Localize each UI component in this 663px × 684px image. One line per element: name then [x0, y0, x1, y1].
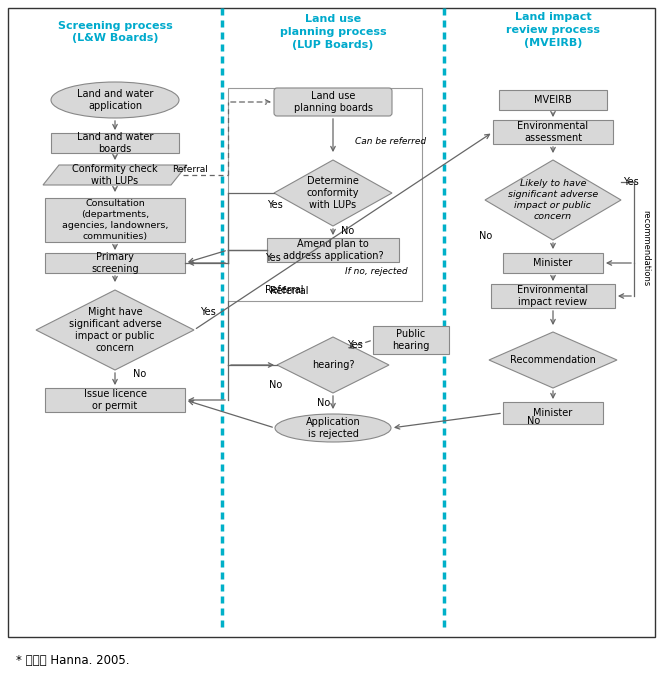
Text: Land and water
application: Land and water application: [77, 89, 153, 111]
Text: Might have
significant adverse
impact or public
concern: Might have significant adverse impact or…: [69, 307, 161, 353]
Text: No: No: [341, 226, 354, 236]
Text: Land impact
review process
(MVEⅠRB): Land impact review process (MVEⅠRB): [506, 12, 600, 48]
Text: * 자료： Hanna. 2005.: * 자료： Hanna. 2005.: [16, 653, 129, 666]
Text: Land and water
boards: Land and water boards: [77, 132, 153, 154]
Polygon shape: [277, 337, 389, 393]
Text: Amend plan to
address application?: Amend plan to address application?: [282, 239, 383, 261]
Text: Environmental
impact review: Environmental impact review: [517, 285, 589, 307]
Text: Land use
planning boards: Land use planning boards: [294, 91, 373, 113]
Text: Land use
planning process
(LUP Boards): Land use planning process (LUP Boards): [280, 14, 387, 50]
Bar: [45, 253, 185, 273]
Text: Referral: Referral: [270, 286, 308, 296]
Bar: [493, 120, 613, 144]
Bar: [503, 253, 603, 273]
Polygon shape: [43, 165, 187, 185]
Polygon shape: [489, 332, 617, 388]
Polygon shape: [485, 160, 621, 240]
Text: Yes: Yes: [200, 307, 215, 317]
Text: Environmental
assessment: Environmental assessment: [517, 121, 589, 143]
Text: No: No: [317, 398, 330, 408]
Ellipse shape: [275, 414, 391, 442]
Text: Can be referred: Can be referred: [355, 137, 426, 146]
Text: MVEIRB: MVEIRB: [534, 95, 572, 105]
Text: Minister: Minister: [533, 408, 573, 418]
Polygon shape: [36, 290, 194, 370]
Bar: [51, 133, 179, 153]
Text: Application
is rejected: Application is rejected: [306, 417, 361, 439]
Bar: [45, 388, 185, 412]
Text: Screening process
(L&W Boards): Screening process (L&W Boards): [58, 21, 172, 43]
Text: Likely to have
significant adverse
impact or public
concern: Likely to have significant adverse impac…: [508, 179, 598, 221]
Text: No: No: [479, 231, 492, 241]
Text: Minister: Minister: [533, 258, 573, 268]
Bar: [228, 88, 422, 301]
Bar: [267, 238, 399, 262]
Text: No: No: [527, 416, 540, 426]
Text: No: No: [269, 380, 282, 390]
Bar: [45, 198, 185, 242]
Ellipse shape: [51, 82, 179, 118]
Text: Issue licence
or permit: Issue licence or permit: [84, 389, 147, 411]
Text: hearing?: hearing?: [312, 360, 354, 370]
Bar: [373, 326, 449, 354]
FancyBboxPatch shape: [274, 88, 392, 116]
Text: recommendations: recommendations: [642, 210, 650, 286]
Text: Yes: Yes: [267, 200, 282, 210]
Text: Recommendation: Recommendation: [510, 355, 596, 365]
Text: Yes: Yes: [623, 177, 638, 187]
Text: Public
hearing: Public hearing: [392, 329, 430, 351]
Text: Referral: Referral: [172, 164, 208, 174]
Text: Yes: Yes: [347, 340, 363, 350]
Bar: [503, 402, 603, 424]
Text: Consultation
(departments,
agencies, landowners,
communities): Consultation (departments, agencies, lan…: [62, 199, 168, 241]
Bar: [491, 284, 615, 308]
Polygon shape: [274, 160, 392, 226]
Text: No: No: [133, 369, 147, 379]
Text: Yes: Yes: [265, 253, 280, 263]
Text: Conformity check
with LUPs: Conformity check with LUPs: [72, 164, 158, 186]
Text: If no, rejected: If no, rejected: [345, 267, 408, 276]
Text: Determine
conformity
with LUPs: Determine conformity with LUPs: [307, 176, 359, 210]
Text: Primary
screening: Primary screening: [91, 252, 139, 274]
Text: Referral: Referral: [265, 285, 304, 295]
Bar: [499, 90, 607, 110]
